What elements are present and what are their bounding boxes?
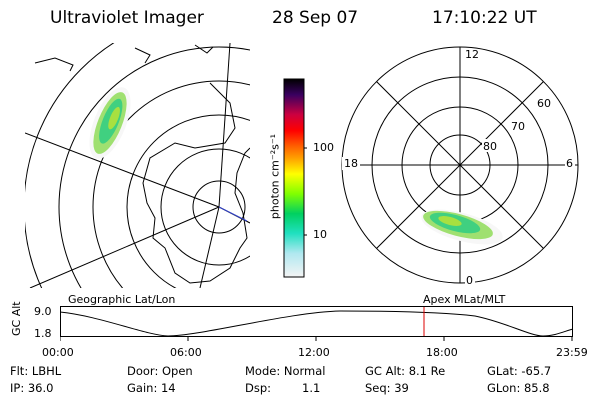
mlat-label-80: 80 bbox=[483, 140, 497, 153]
altitude-xtick-0600: 06:00 bbox=[170, 346, 202, 359]
lon-line bbox=[218, 43, 231, 208]
mlt-label-18: 18 bbox=[344, 157, 358, 170]
lat-circle bbox=[192, 180, 246, 234]
coastline bbox=[142, 82, 250, 284]
altitude-curve bbox=[60, 310, 574, 337]
lon-line bbox=[29, 206, 220, 288]
time-readout: 17:10:22 UT bbox=[432, 8, 537, 28]
mode-readout: Mode: Normal bbox=[245, 364, 326, 378]
seq-readout: Seq: 39 bbox=[365, 381, 409, 395]
mlt-label-6: 6 bbox=[566, 157, 573, 170]
lat-circle bbox=[126, 114, 250, 288]
altitude-ytick-low: 1.8 bbox=[34, 327, 52, 340]
apex-label: Apex MLat/MLT bbox=[423, 293, 506, 306]
altitude-ytick-high: 9.0 bbox=[34, 305, 52, 318]
altitude-axis-label: GC Alt bbox=[10, 301, 23, 336]
orbit-track bbox=[218, 206, 248, 222]
altitude-plot-frame bbox=[60, 306, 573, 337]
colorbar bbox=[283, 78, 307, 278]
coastline bbox=[134, 47, 151, 64]
colorbar-gradient bbox=[283, 78, 305, 278]
mlat-label-70: 70 bbox=[511, 120, 525, 133]
geographic-label: Geographic Lat/Lon bbox=[68, 293, 176, 306]
date-readout: 28 Sep 07 bbox=[272, 8, 359, 28]
lon-line bbox=[199, 206, 220, 288]
colorbar-tick-100: 100 bbox=[313, 141, 334, 154]
mlt-line-diag bbox=[376, 81, 544, 249]
app-title: Ultraviolet Imager bbox=[50, 8, 204, 28]
dsp-value: 1.1 bbox=[302, 381, 321, 395]
coastline bbox=[194, 44, 214, 54]
altitude-xtick-1800: 18:00 bbox=[426, 346, 458, 359]
mlat-label-60: 60 bbox=[537, 97, 551, 110]
aurora-emission-geo bbox=[89, 87, 131, 159]
ip-readout: IP: 36.0 bbox=[10, 381, 54, 395]
mlt-label-12: 12 bbox=[465, 48, 479, 61]
lat-circle bbox=[92, 80, 250, 288]
lat-circle bbox=[25, 43, 115, 288]
lat-circle bbox=[58, 46, 250, 288]
glat-readout: GLat: -65.7 bbox=[487, 364, 552, 378]
geographic-map bbox=[25, 43, 250, 288]
door-readout: Door: Open bbox=[127, 364, 193, 378]
altitude-xtick-1200: 12:00 bbox=[298, 346, 330, 359]
altitude-plot bbox=[60, 306, 574, 341]
flt-readout: Flt: LBHL bbox=[10, 364, 62, 378]
glon-readout: GLon: 85.8 bbox=[487, 381, 550, 395]
altitude-xtick-2359: 23:59 bbox=[556, 346, 588, 359]
polar-plot bbox=[341, 46, 579, 285]
aurora-emission-polar bbox=[421, 209, 503, 245]
gc-alt-readout: GC Alt: 8.1 Re bbox=[365, 364, 446, 378]
altitude-xtick-0000: 00:00 bbox=[42, 346, 74, 359]
lon-line bbox=[25, 132, 220, 208]
dsp-label: Dsp: bbox=[245, 381, 272, 395]
colorbar-label: photon cm⁻²s⁻¹ bbox=[268, 133, 282, 220]
gain-readout: Gain: 14 bbox=[127, 381, 176, 395]
mlt-label-0: 0 bbox=[466, 274, 473, 287]
coastline bbox=[34, 57, 74, 72]
lat-circle bbox=[160, 148, 250, 266]
colorbar-tick-10: 10 bbox=[313, 228, 327, 241]
